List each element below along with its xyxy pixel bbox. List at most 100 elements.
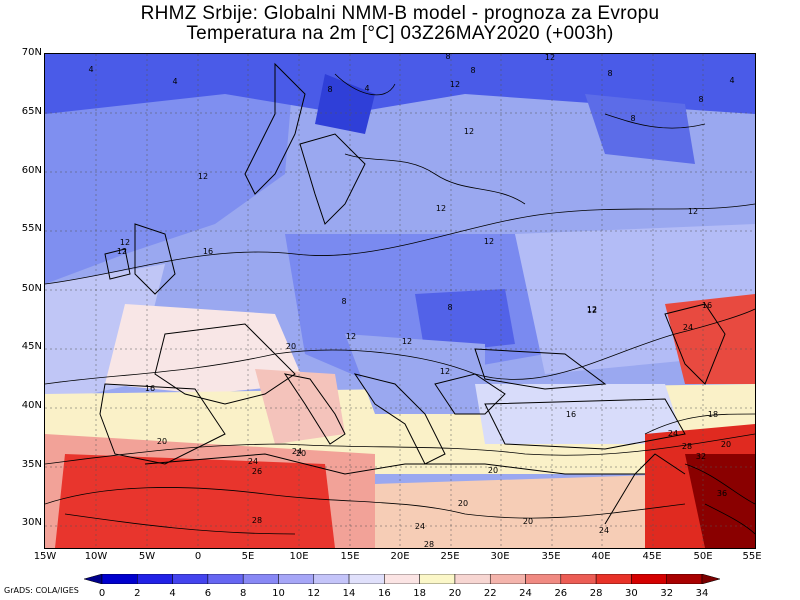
colorbar-cell bbox=[313, 574, 350, 584]
chart-title: RHMZ Srbije: Globalni NMM-B model - prog… bbox=[140, 3, 660, 24]
lat-label-65n: 65N bbox=[21, 106, 42, 117]
contour-label: 4 bbox=[364, 84, 369, 93]
contour-label: 28 bbox=[252, 516, 262, 525]
lon-label-40e: 40E bbox=[591, 551, 611, 562]
contour-label: 20 bbox=[286, 342, 296, 351]
colorbar-cell bbox=[595, 574, 632, 584]
colorbar-cell bbox=[701, 574, 720, 584]
lat-label-35n: 35N bbox=[21, 459, 42, 470]
colorbar-tick-label: 12 bbox=[307, 588, 321, 599]
contour-label: 4 bbox=[729, 76, 734, 85]
colorbar-tick-label: 20 bbox=[448, 588, 462, 599]
map-canvas: 4 4 8 4 12 8 12 8 8 4 8 8 12 12 12 12 12… bbox=[45, 54, 755, 548]
colorbar-tick-label: 28 bbox=[589, 588, 603, 599]
colorbar-cell bbox=[101, 574, 138, 584]
lon-label-30e: 30E bbox=[490, 551, 510, 562]
colorbar-tick-label: 8 bbox=[239, 588, 247, 599]
colorbar-cell bbox=[172, 574, 209, 584]
colorbar-cell bbox=[525, 574, 562, 584]
lon-label-20e: 20E bbox=[390, 551, 410, 562]
carpathian-cold-spot bbox=[415, 289, 515, 354]
contour-label: 4 bbox=[88, 65, 93, 74]
contour-label: 8 bbox=[445, 54, 450, 61]
lon-label-5e: 5E bbox=[241, 551, 255, 562]
colorbar-tick-label: 34 bbox=[695, 588, 709, 599]
colorbar-cell bbox=[560, 574, 597, 584]
lon-label-10w: 10W bbox=[84, 551, 108, 562]
colorbar-tick-label: 22 bbox=[483, 588, 497, 599]
lat-label-70n: 70N bbox=[21, 47, 42, 58]
contour-label: 12 bbox=[688, 207, 698, 216]
contour-label: 20 bbox=[157, 437, 167, 446]
contour-label: 8 bbox=[698, 95, 703, 104]
colorbar-cell bbox=[207, 574, 244, 584]
colorbar-tick-label: 18 bbox=[413, 588, 426, 599]
contour-label: 8 bbox=[607, 69, 612, 78]
contour-label: 26 bbox=[252, 467, 262, 476]
contour-label: 24 bbox=[248, 457, 258, 466]
contour-label: 24 bbox=[599, 526, 609, 535]
colorbar bbox=[84, 574, 720, 584]
lon-label-25e: 25E bbox=[440, 551, 460, 562]
contour-label: 12 bbox=[120, 238, 130, 247]
cold-north-sea-region bbox=[45, 54, 295, 284]
lat-label-30n: 30N bbox=[21, 517, 42, 528]
lon-label-35e: 35E bbox=[541, 551, 561, 562]
colorbar-tick-label: 26 bbox=[554, 588, 568, 599]
cold-russia-core bbox=[585, 94, 695, 164]
grads-credit: GrADS: COLA/IGES bbox=[4, 586, 79, 595]
contour-label: 12 bbox=[450, 80, 460, 89]
colorbar-tick-label: 10 bbox=[272, 588, 285, 599]
colorbar-cell bbox=[454, 574, 491, 584]
colorbar-cell bbox=[242, 574, 279, 584]
contour-label: 12 bbox=[346, 332, 356, 341]
lat-label-45n: 45N bbox=[21, 341, 42, 352]
contour-label: 12 bbox=[117, 247, 127, 256]
contour-labels: 4 4 8 4 12 8 12 8 8 4 8 8 12 12 12 12 12… bbox=[88, 54, 734, 548]
contour-label: 12 bbox=[198, 172, 208, 181]
contour-label: 12 bbox=[587, 305, 597, 314]
colorbar-tick-label: 0 bbox=[98, 588, 106, 599]
contour-label: 8 bbox=[327, 85, 332, 94]
contour-label: 16 bbox=[145, 384, 155, 393]
colorbar-tick-label: 2 bbox=[134, 588, 141, 599]
lon-label-5w: 5W bbox=[138, 551, 156, 562]
contour-label: 8 bbox=[630, 114, 635, 123]
lon-label-50e: 50E bbox=[693, 551, 713, 562]
colorbar-cell bbox=[137, 574, 173, 584]
sahara-hot bbox=[55, 454, 335, 548]
contour-label: 20 bbox=[523, 517, 533, 526]
lat-label-55n: 55N bbox=[21, 223, 42, 234]
contour-label: 12 bbox=[484, 237, 494, 246]
contour-label: 20 bbox=[296, 449, 306, 458]
arabia-very-hot bbox=[685, 454, 755, 548]
lon-label-10e: 10E bbox=[289, 551, 309, 562]
cold-scandinavia-core bbox=[315, 74, 375, 134]
contour-label: 20 bbox=[458, 499, 468, 508]
chart-subtitle: Temperatura na 2m [°C] 03Z26MAY2020 (+00… bbox=[186, 23, 614, 44]
contour-label: 24 bbox=[668, 429, 678, 438]
caspian-warm bbox=[665, 294, 755, 384]
graticule bbox=[45, 54, 755, 548]
colorbar-cell bbox=[348, 574, 385, 584]
contour-label: 20 bbox=[721, 440, 731, 449]
lon-label-15w: 15W bbox=[33, 551, 57, 562]
colorbar-cell bbox=[489, 574, 526, 584]
contour-label: 32 bbox=[696, 452, 706, 461]
colorbar-tick-label: 24 bbox=[519, 588, 532, 599]
contour-label: 24 bbox=[415, 522, 425, 531]
lat-label-60n: 60N bbox=[21, 165, 42, 176]
lon-label-0: 0 bbox=[194, 551, 202, 562]
colorbar-cell bbox=[666, 574, 703, 584]
contour-label: 36 bbox=[717, 489, 727, 498]
contour-label: 28 bbox=[682, 442, 692, 451]
libya-egypt-warm bbox=[375, 474, 685, 548]
colorbar-tick-label: 32 bbox=[660, 588, 674, 599]
colorbar-tick-label: 16 bbox=[377, 588, 391, 599]
contour-label: 12 bbox=[545, 54, 555, 62]
lat-label-40n: 40N bbox=[21, 400, 42, 411]
lon-label-55e: 55E bbox=[742, 551, 762, 562]
contour-label: 12 bbox=[440, 367, 450, 376]
colorbar-tick-label: 14 bbox=[342, 588, 356, 599]
contour-label: 18 bbox=[708, 410, 718, 419]
